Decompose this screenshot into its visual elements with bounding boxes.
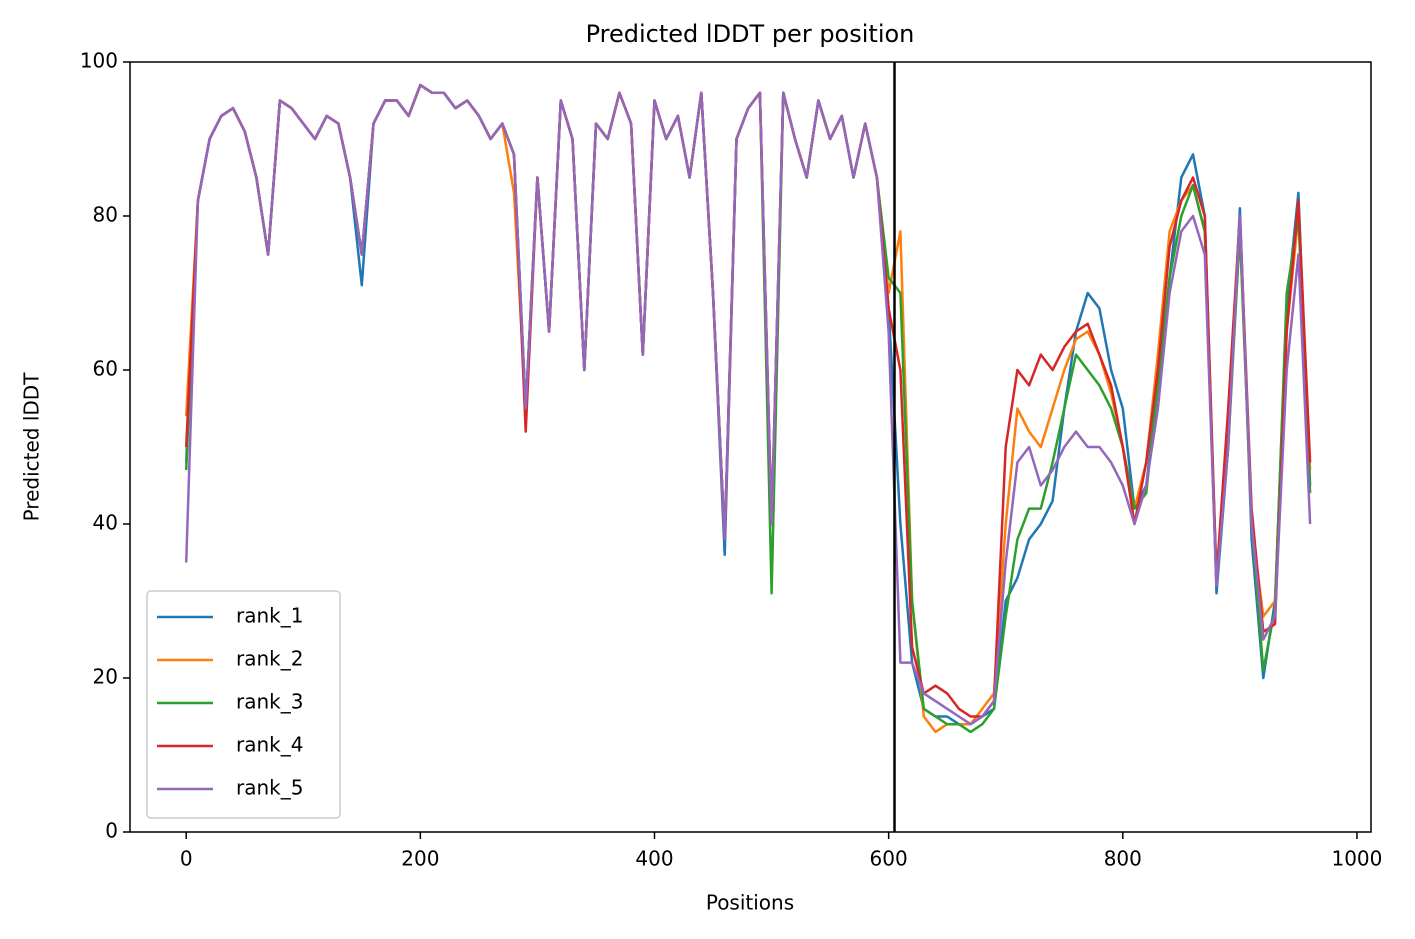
legend-label: rank_3 (236, 690, 303, 714)
x-tick-label: 600 (870, 847, 908, 871)
x-axis-label: Positions (706, 891, 794, 915)
x-tick-label: 800 (1104, 847, 1142, 871)
y-tick-label: 20 (93, 665, 118, 689)
plot-frame (129, 61, 1372, 833)
series-line (184, 83, 1312, 726)
series-line (184, 83, 1312, 734)
legend-label: rank_5 (236, 776, 303, 800)
x-tick-label: 0 (180, 847, 193, 871)
y-tick-label: 60 (93, 357, 118, 381)
y-axis-label: Predicted lDDT (20, 372, 44, 522)
series-line (184, 83, 1312, 726)
legend-label: rank_2 (236, 647, 303, 671)
y-tick-label: 40 (93, 511, 118, 535)
x-tick-label: 400 (635, 847, 673, 871)
series-line (184, 83, 1312, 718)
legend-label: rank_4 (236, 733, 303, 757)
x-tick-label: 1000 (1331, 847, 1382, 871)
y-tick-label: 80 (93, 203, 118, 227)
y-tick-label: 0 (105, 819, 118, 843)
chart-title: Predicted lDDT per position (586, 20, 915, 48)
x-tick-label: 200 (401, 847, 439, 871)
series-line (184, 83, 1312, 734)
y-tick-label: 100 (80, 49, 118, 73)
legend-label: rank_1 (236, 604, 303, 628)
legend-box (146, 590, 341, 819)
